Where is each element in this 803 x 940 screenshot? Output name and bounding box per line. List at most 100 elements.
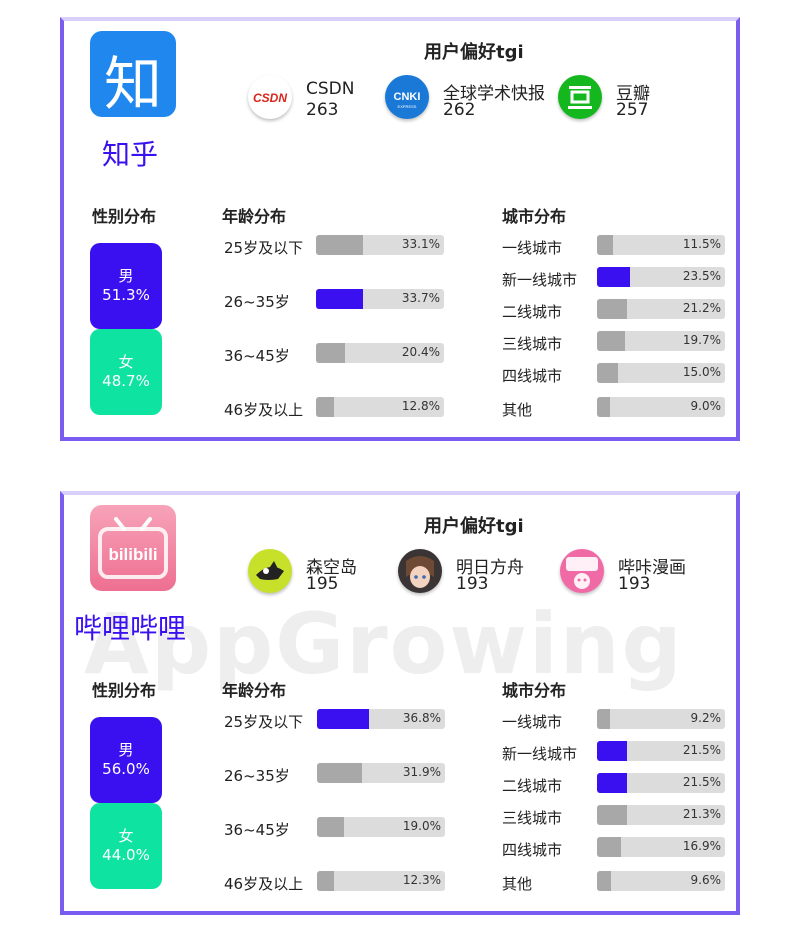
senkongdao-icon: [248, 549, 292, 593]
city-label: 一线城市: [502, 713, 563, 731]
zhihu-logo-icon: 知: [90, 31, 176, 118]
city-label: 四线城市: [502, 841, 563, 859]
age-label: 25岁及以下: [224, 713, 304, 731]
watermark: AppGrowing: [84, 595, 684, 693]
age-bar-fill: [316, 235, 363, 255]
pref-value: 257: [616, 100, 649, 120]
age-bar: 31.9%: [317, 763, 445, 783]
city-bar: 15.0%: [597, 363, 725, 383]
city-bar: 9.0%: [597, 397, 725, 417]
city-bar: 9.2%: [597, 709, 725, 729]
pref-value: 193: [618, 574, 651, 594]
city-pct: 21.5%: [682, 775, 721, 789]
age-pct: 20.4%: [401, 345, 440, 359]
cnki-icon: CNKI EXPRESS: [385, 75, 429, 119]
city-bar-fill: [597, 267, 631, 287]
city-pct: 16.9%: [682, 839, 721, 853]
picacomic-icon: [560, 549, 604, 593]
city-label: 其他: [502, 401, 533, 419]
pref-value: 195: [306, 574, 339, 594]
pref-name: 全球学术快报: [443, 84, 545, 104]
gender-female-box: 女 48.7%: [90, 329, 162, 415]
gender-male-label: 男: [118, 741, 134, 759]
city-pct: 9.2%: [690, 711, 722, 725]
svg-text:CNKI: CNKI: [394, 91, 421, 103]
pref-value: 263: [306, 100, 339, 120]
gender-female-label: 女: [118, 353, 134, 371]
city-pct: 11.5%: [682, 237, 721, 251]
city-bar: 21.5%: [597, 773, 725, 793]
gender-title: 性别分布: [92, 681, 157, 700]
app-card-bilibili: AppGrowing bilibili 哔哩哔哩 用户偏好tgi 森空岛 195…: [60, 491, 740, 915]
city-pct: 23.5%: [682, 269, 721, 283]
age-label: 46岁及以上: [224, 401, 304, 419]
age-pct: 12.8%: [401, 399, 440, 413]
city-pct: 19.7%: [682, 333, 721, 347]
city-label: 其他: [502, 875, 533, 893]
age-title: 年龄分布: [222, 681, 287, 700]
gender-male-value: 51.3%: [102, 286, 150, 304]
city-label: 四线城市: [502, 367, 563, 385]
age-label: 26~35岁: [224, 767, 290, 785]
city-bar-fill: [597, 871, 611, 891]
pref-title: 用户偏好tgi: [424, 42, 524, 63]
pref-name: 豆瓣: [616, 84, 650, 104]
city-bar: 23.5%: [597, 267, 725, 287]
age-pct: 36.8%: [402, 711, 441, 725]
gender-female-box: 女 44.0%: [90, 803, 162, 889]
csdn-icon: CSDN: [248, 75, 292, 119]
gender-female-label: 女: [118, 827, 134, 845]
arknights-icon: [398, 549, 442, 593]
douban-icon: [558, 75, 602, 119]
pref-value: 262: [443, 100, 476, 120]
age-bar-fill: [317, 871, 335, 891]
pref-name: 哔咔漫画: [618, 558, 686, 578]
gender-male-label: 男: [118, 267, 134, 285]
city-pct: 15.0%: [682, 365, 721, 379]
pref-title: 用户偏好tgi: [424, 516, 524, 537]
age-label: 25岁及以下: [224, 239, 304, 257]
age-bar: 33.7%: [316, 289, 444, 309]
city-bar: 21.3%: [597, 805, 725, 825]
age-bar-fill: [317, 763, 362, 783]
age-pct: 33.1%: [401, 237, 440, 251]
pref-name: CSDN: [306, 79, 355, 99]
app-name: 哔哩哔哩: [74, 612, 187, 645]
city-pct: 21.2%: [682, 301, 721, 315]
app-card-zhihu: 知 知乎 用户偏好tgi CSDN CSDN 263 CNKI EXPRESS 全…: [60, 17, 740, 441]
city-label: 新一线城市: [502, 745, 578, 763]
age-pct: 33.7%: [401, 291, 440, 305]
pref-value: 193: [456, 574, 489, 594]
city-pct: 21.5%: [682, 743, 721, 757]
city-bar: 11.5%: [597, 235, 725, 255]
age-label: 36~45岁: [224, 821, 290, 839]
city-bar-fill: [597, 773, 628, 793]
age-pct: 19.0%: [402, 819, 441, 833]
city-bar-fill: [597, 363, 619, 383]
city-title: 城市分布: [502, 207, 567, 226]
city-label: 一线城市: [502, 239, 563, 257]
gender-male-box: 男 51.3%: [90, 243, 162, 329]
age-title: 年龄分布: [222, 207, 287, 226]
city-bar: 9.6%: [597, 871, 725, 891]
gender-female-value: 44.0%: [102, 846, 150, 864]
gender-male-box: 男 56.0%: [90, 717, 162, 803]
city-bar-fill: [597, 805, 627, 825]
age-bar: 12.8%: [316, 397, 444, 417]
age-bar-fill: [316, 289, 364, 309]
age-bar: 36.8%: [317, 709, 445, 729]
city-bar-fill: [597, 709, 610, 729]
age-label: 36~45岁: [224, 347, 290, 365]
svg-text:EXPRESS: EXPRESS: [398, 104, 417, 109]
gender-female-value: 48.7%: [102, 372, 150, 390]
app-name: 知乎: [102, 138, 159, 171]
age-bar: 33.1%: [316, 235, 444, 255]
age-bar: 12.3%: [317, 871, 445, 891]
age-pct: 31.9%: [402, 765, 441, 779]
city-bar-fill: [597, 397, 610, 417]
age-bar-fill: [316, 397, 335, 417]
city-pct: 9.6%: [690, 873, 722, 887]
age-bar-fill: [317, 709, 369, 729]
city-label: 二线城市: [502, 777, 563, 795]
age-bar: 19.0%: [317, 817, 445, 837]
